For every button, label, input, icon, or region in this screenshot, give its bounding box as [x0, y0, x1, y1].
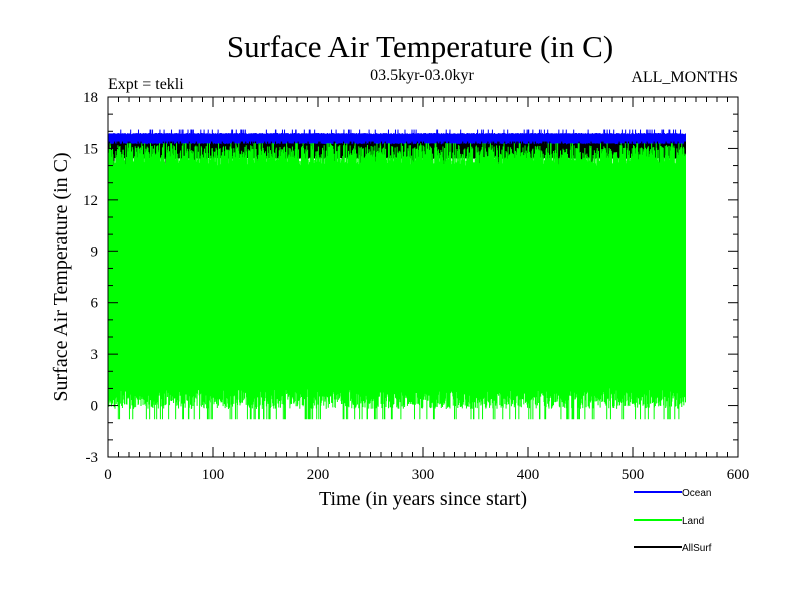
- y-tick-label: 15: [83, 141, 98, 157]
- x-tick-label: 100: [202, 467, 225, 483]
- chart-subtitle: 03.5kyr-03.0kyr: [370, 67, 474, 84]
- y-tick-label: 12: [83, 193, 98, 209]
- legend-item-allsurf: AllSurf: [634, 543, 712, 554]
- plot-data: [107, 129, 686, 420]
- legend-item-ocean: Ocean: [634, 488, 711, 499]
- y-tick-label: 3: [91, 347, 99, 363]
- legend-item-land: Land: [634, 516, 704, 527]
- legend-label: Ocean: [682, 488, 711, 499]
- y-axis-tick-labels: -3 0 3 6 9 12 15 18: [83, 90, 99, 466]
- y-tick-label: 6: [91, 296, 99, 312]
- legend-label: Land: [682, 516, 704, 527]
- x-tick-label: 500: [622, 467, 645, 483]
- y-tick-label: 0: [91, 399, 99, 415]
- x-tick-label: 600: [727, 467, 750, 483]
- x-tick-label: 0: [104, 467, 112, 483]
- x-tick-label: 300: [412, 467, 435, 483]
- series-land: [107, 143, 686, 420]
- y-axis-label: Surface Air Temperature (in C): [50, 152, 72, 401]
- experiment-label: Expt = tekli: [108, 76, 184, 93]
- x-tick-label: 200: [307, 467, 330, 483]
- legend-label: AllSurf: [682, 543, 712, 554]
- y-tick-label: 9: [91, 244, 99, 260]
- axis-ticks: [107, 96, 739, 458]
- x-tick-label: 400: [517, 467, 540, 483]
- chart-title: Surface Air Temperature (in C): [227, 29, 613, 64]
- y-tick-label: -3: [86, 450, 99, 466]
- x-axis-label: Time (in years since start): [319, 488, 527, 510]
- x-axis-tick-labels: 0 100 200 300 400 500 600: [104, 467, 749, 483]
- y-tick-label: 18: [83, 90, 98, 106]
- months-label: ALL_MONTHS: [631, 69, 738, 86]
- legend: Ocean Land AllSurf: [634, 488, 712, 554]
